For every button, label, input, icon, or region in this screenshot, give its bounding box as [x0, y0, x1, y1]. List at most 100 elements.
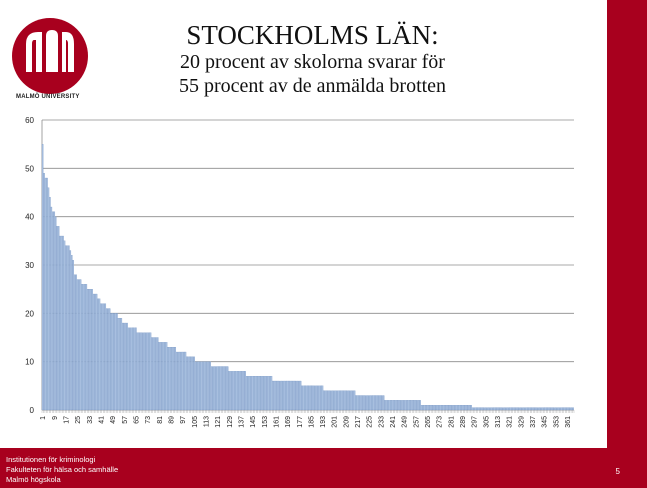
chart-bar	[248, 376, 251, 411]
chart-bar	[549, 407, 551, 411]
chart-bar	[62, 235, 64, 411]
chart-bar	[519, 407, 522, 411]
chart-bar	[484, 407, 487, 411]
footer-line-3: Malmö högskola	[6, 475, 61, 484]
chart-bar	[457, 405, 459, 411]
chart-bar	[413, 400, 416, 411]
chart-bar	[377, 395, 379, 411]
chart-bar	[476, 407, 478, 411]
chart-bar	[110, 313, 112, 411]
chart-bar	[388, 400, 391, 411]
chart-bar	[455, 405, 458, 411]
chart-bar	[256, 376, 258, 411]
chart-bar	[167, 347, 169, 411]
chart-bar	[320, 385, 322, 411]
chart-bar	[398, 400, 401, 411]
chart-bar	[260, 376, 262, 411]
chart-bar	[168, 347, 171, 411]
chart-bar	[44, 177, 47, 411]
x-tick-label: 25	[75, 416, 82, 424]
chart-bar	[358, 395, 360, 411]
chart-bar	[305, 385, 308, 411]
chart-bar	[490, 407, 493, 411]
chart-bar	[361, 395, 363, 411]
x-tick-label: 193	[320, 416, 327, 428]
chart-bar	[515, 407, 518, 411]
chart-bar	[517, 407, 519, 411]
chart-bar	[232, 371, 235, 411]
chart-bar	[333, 390, 335, 411]
x-tick-label: 329	[518, 416, 525, 428]
chart-bar	[148, 332, 150, 411]
chart-bar	[192, 356, 194, 411]
chart-bar	[530, 407, 532, 411]
chart-bar	[528, 407, 531, 411]
chart-bar	[103, 303, 105, 411]
chart-bar	[509, 407, 512, 411]
chart-bar	[317, 385, 319, 411]
chart-bar	[473, 407, 475, 411]
chart-bar	[215, 366, 217, 411]
chart-bar	[307, 385, 309, 411]
chart-bar	[89, 289, 92, 411]
chart-bar	[127, 327, 130, 411]
chart-bar	[59, 235, 61, 411]
chart-bar	[82, 284, 85, 411]
chart-bar	[196, 361, 198, 411]
chart-bar	[353, 390, 356, 411]
chart-bar	[324, 390, 327, 411]
chart-bar	[216, 366, 219, 411]
chart-bar	[518, 407, 520, 411]
chart-bar	[224, 366, 226, 411]
chart-bar	[75, 274, 77, 411]
chart-bar	[415, 400, 417, 411]
chart-bar	[244, 371, 246, 411]
chart-bar	[151, 337, 153, 411]
chart-bar	[538, 407, 541, 411]
chart-bar	[247, 376, 249, 411]
chart-bar	[533, 407, 535, 411]
chart-bar	[154, 337, 156, 411]
chart-bar	[385, 400, 388, 411]
y-tick-label: 30	[25, 261, 34, 270]
chart-bar	[162, 342, 165, 411]
chart-bar	[225, 366, 228, 411]
chart-bar	[384, 400, 386, 411]
chart-bar	[279, 380, 281, 411]
chart-bar	[451, 405, 453, 411]
chart-bar	[311, 385, 314, 411]
chart-bar	[261, 376, 264, 411]
chart-bar	[113, 313, 115, 411]
chart-bar	[183, 351, 185, 411]
chart-bar	[81, 284, 83, 411]
chart-bar	[234, 371, 236, 411]
chart-bar	[482, 407, 484, 411]
chart-bar	[76, 279, 79, 411]
chart-bar	[404, 400, 407, 411]
chart-bar	[263, 376, 265, 411]
chart-bar	[511, 407, 513, 411]
chart-bar	[226, 366, 229, 411]
chart-bar	[396, 400, 398, 411]
chart-bar	[159, 342, 162, 411]
chart-bar	[212, 366, 214, 411]
chart-bar	[231, 371, 233, 411]
chart-bar	[276, 380, 279, 411]
x-tick-label: 321	[507, 416, 514, 428]
chart-bar	[417, 400, 420, 411]
chart-bar	[449, 405, 452, 411]
x-tick-label: 265	[425, 416, 432, 428]
chart-bar	[122, 322, 124, 411]
chart-bar	[566, 407, 569, 411]
chart-bar	[68, 245, 70, 411]
chart-bar	[334, 390, 337, 411]
chart-bar	[206, 361, 209, 411]
chart-bar	[458, 405, 461, 411]
chart-bar	[152, 337, 155, 411]
chart-bar	[101, 303, 104, 411]
title-line-3: 55 procent av de anmälda brotten	[178, 75, 447, 97]
chart-bar	[218, 366, 220, 411]
chart-bar	[210, 366, 213, 411]
chart-bar	[474, 407, 477, 411]
chart-bar	[69, 250, 72, 411]
